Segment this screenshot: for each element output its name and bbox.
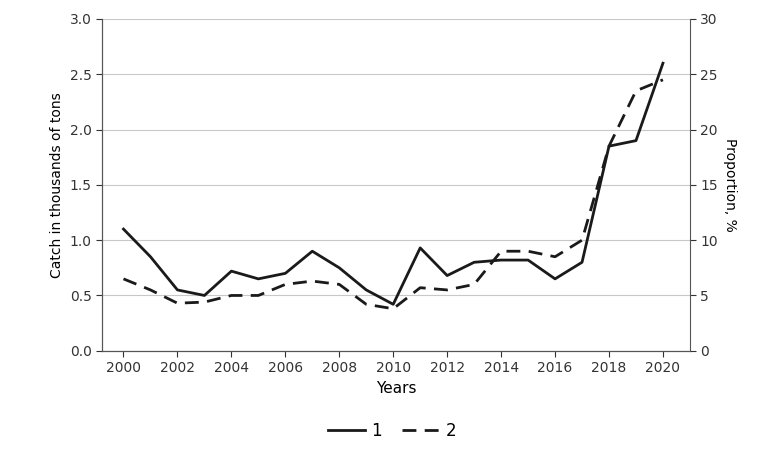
1 [254, 276, 263, 282]
2 [146, 287, 155, 293]
2 [659, 77, 668, 82]
2 [281, 282, 290, 287]
1 [307, 248, 317, 254]
2 [335, 282, 344, 287]
2 [577, 237, 586, 243]
1 [604, 143, 614, 149]
2 [470, 282, 479, 287]
2 [389, 306, 398, 311]
2 [227, 292, 236, 298]
1 [389, 301, 398, 307]
2 [200, 299, 209, 305]
1 [496, 257, 506, 263]
1 [524, 257, 533, 263]
2 [524, 248, 533, 254]
2 [496, 248, 506, 254]
Line: 1: 1 [124, 63, 663, 304]
Y-axis label: Catch in thousands of tons: Catch in thousands of tons [50, 92, 64, 278]
2 [604, 143, 614, 149]
X-axis label: Years: Years [376, 381, 416, 396]
1 [281, 271, 290, 276]
1 [119, 226, 129, 232]
2 [361, 301, 371, 307]
2 [631, 88, 641, 94]
Legend: 1, 2: 1, 2 [321, 415, 463, 447]
1 [470, 259, 479, 265]
1 [172, 287, 182, 293]
2 [550, 254, 560, 260]
2 [254, 292, 263, 298]
1 [200, 292, 209, 298]
2 [307, 278, 317, 284]
1 [361, 287, 371, 293]
2 [172, 301, 182, 306]
1 [659, 60, 668, 66]
1 [442, 273, 452, 278]
2 [442, 287, 452, 293]
1 [146, 254, 155, 260]
1 [335, 265, 344, 271]
1 [416, 245, 425, 251]
1 [227, 268, 236, 274]
2 [119, 276, 129, 282]
Line: 2: 2 [124, 80, 663, 309]
2 [416, 285, 425, 291]
1 [550, 276, 560, 282]
Y-axis label: Proportion, %: Proportion, % [724, 138, 738, 232]
1 [631, 138, 641, 144]
1 [577, 259, 586, 265]
